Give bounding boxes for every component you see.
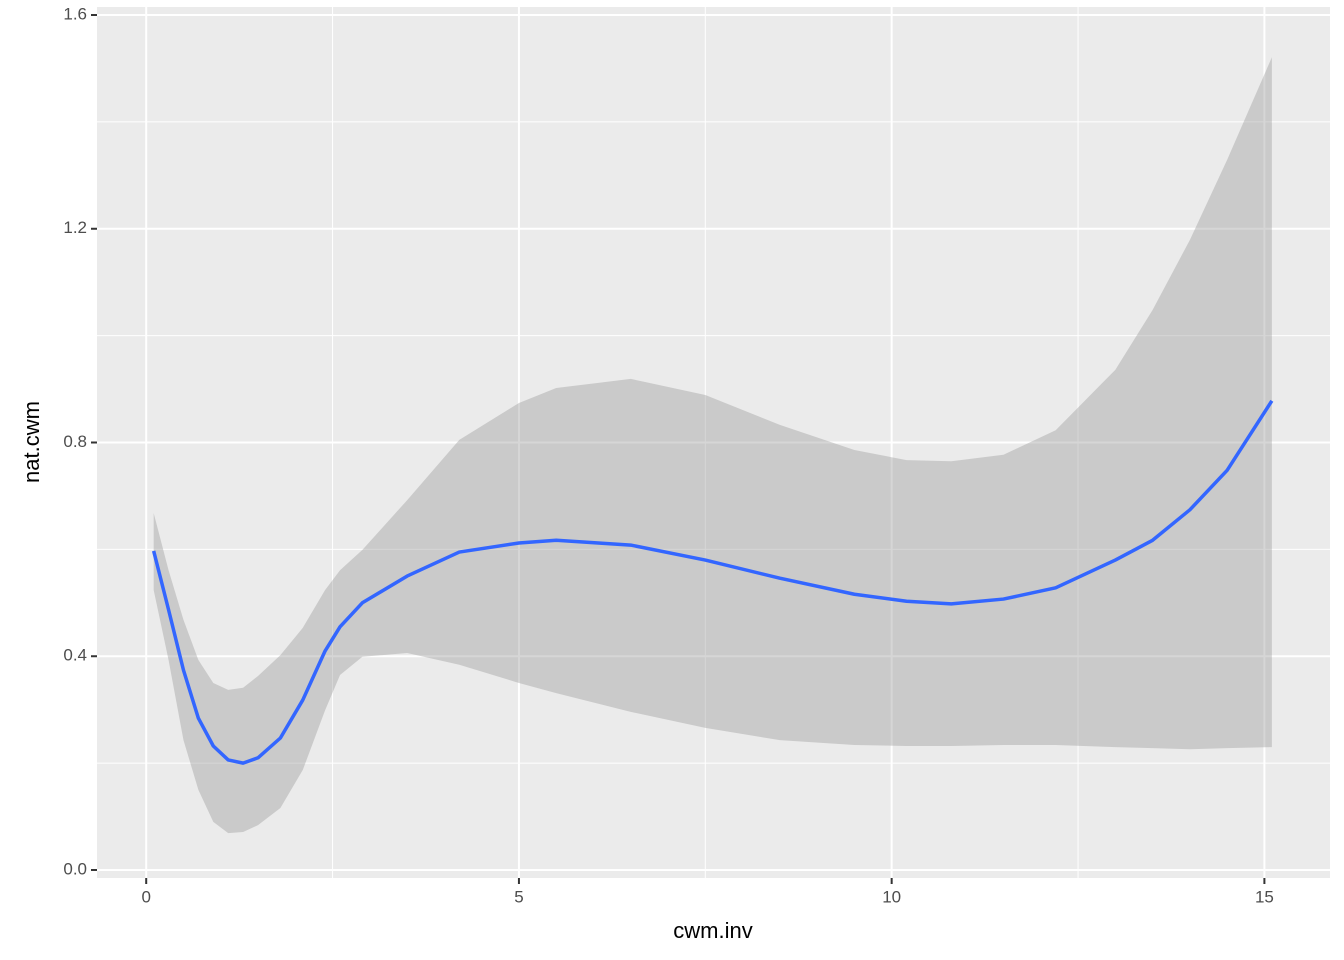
x-tick-label: 5 xyxy=(514,887,523,906)
x-tick-label: 10 xyxy=(882,887,901,906)
y-axis-title: nat.cwm xyxy=(19,401,44,483)
x-tick-label: 0 xyxy=(141,887,150,906)
x-tick-label: 15 xyxy=(1255,887,1274,906)
smooth-line xyxy=(151,399,1274,765)
y-tick-label: 0.4 xyxy=(63,646,87,665)
y-tick-label: 0.0 xyxy=(63,859,87,878)
x-axis-title: cwm.inv xyxy=(673,918,752,943)
y-tick-label: 1.6 xyxy=(63,4,87,23)
confidence-band xyxy=(153,57,1272,834)
y-tick-label: 1.2 xyxy=(63,218,87,237)
y-tick-label: 0.8 xyxy=(63,432,87,451)
